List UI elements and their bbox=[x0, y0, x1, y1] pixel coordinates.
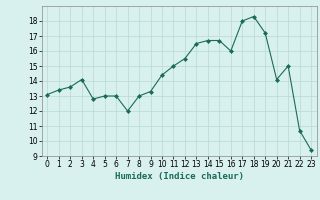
X-axis label: Humidex (Indice chaleur): Humidex (Indice chaleur) bbox=[115, 172, 244, 181]
